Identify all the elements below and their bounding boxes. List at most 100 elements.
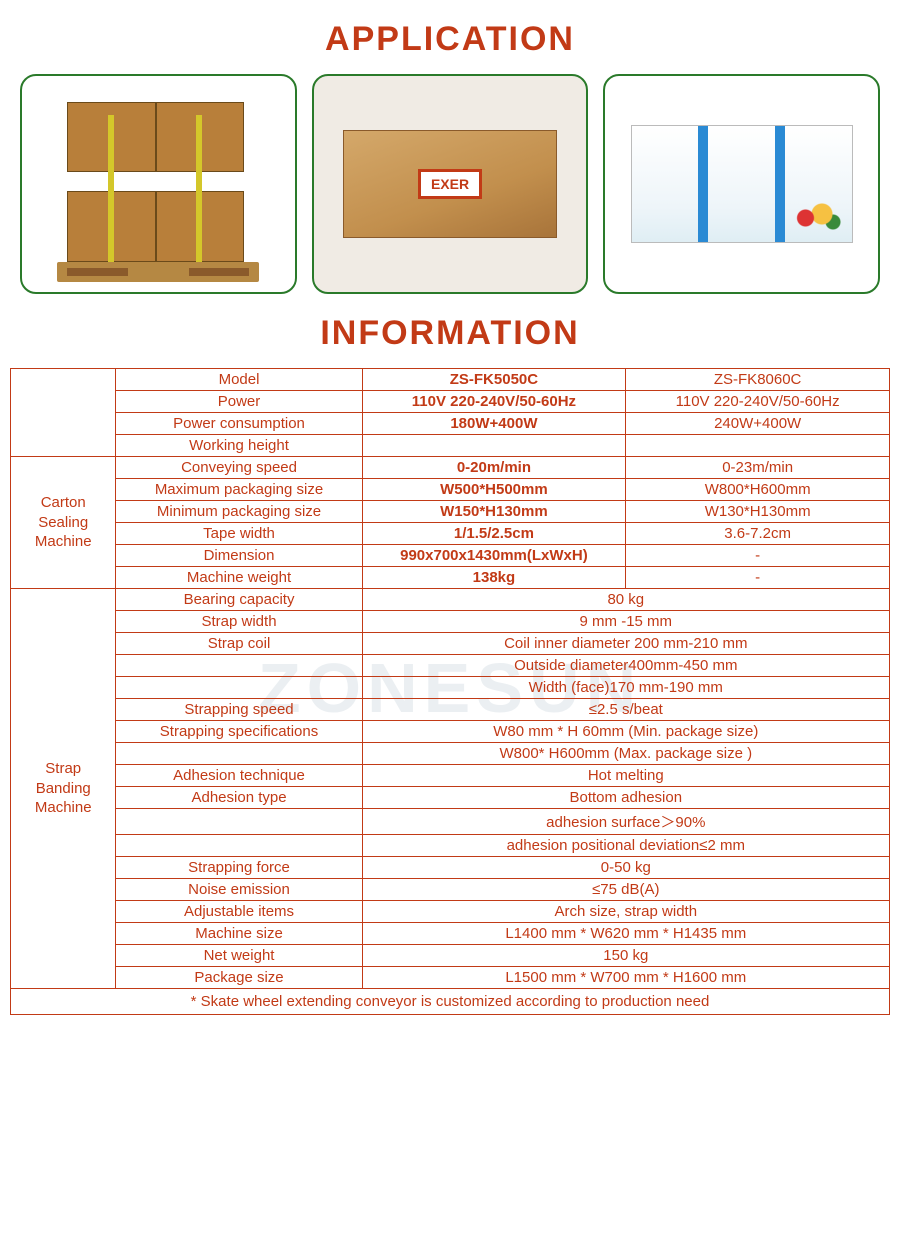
spec-value-col2: 240W+400W bbox=[626, 413, 890, 435]
table-row: Net weight150 kg bbox=[11, 945, 890, 967]
table-side-blank bbox=[11, 369, 116, 457]
spec-label: Conveying speed bbox=[116, 457, 362, 479]
pallet-illustration bbox=[32, 86, 285, 282]
table-row: Maximum packaging sizeW500*H500mmW800*H6… bbox=[11, 479, 890, 501]
information-section: ZONESUN ModelZS-FK5050CZS-FK8060CPower11… bbox=[0, 368, 900, 1035]
table-row: Machine weight138kg- bbox=[11, 567, 890, 589]
exer-label: EXER bbox=[418, 169, 482, 199]
spec-label bbox=[116, 835, 362, 857]
spec-label bbox=[116, 809, 362, 835]
application-card-exer: EXER bbox=[312, 74, 589, 294]
information-table: ModelZS-FK5050CZS-FK8060CPower110V 220-2… bbox=[10, 368, 890, 989]
spec-label: Tape width bbox=[116, 523, 362, 545]
spec-value-merged: Bottom adhesion bbox=[362, 787, 889, 809]
table-row: Tape width1/1.5/2.5cm3.6-7.2cm bbox=[11, 523, 890, 545]
spec-label bbox=[116, 677, 362, 699]
table-row: adhesion positional deviation≤2 mm bbox=[11, 835, 890, 857]
spec-value-col2: - bbox=[626, 567, 890, 589]
table-row: Power consumption180W+400W240W+400W bbox=[11, 413, 890, 435]
spec-value-merged: 150 kg bbox=[362, 945, 889, 967]
spec-value-col1: 138kg bbox=[362, 567, 626, 589]
spec-value-merged: adhesion surface＞90% bbox=[362, 809, 889, 835]
spec-value-col1: 1/1.5/2.5cm bbox=[362, 523, 626, 545]
spec-label: Adhesion technique bbox=[116, 765, 362, 787]
spec-label: Package size bbox=[116, 967, 362, 989]
spec-value-merged: 0-50 kg bbox=[362, 857, 889, 879]
spec-value-merged: 80 kg bbox=[362, 589, 889, 611]
table-row: Outside diameter400mm-450 mm bbox=[11, 655, 890, 677]
table-row: Strap width9 mm -15 mm bbox=[11, 611, 890, 633]
information-title: INFORMATION bbox=[0, 314, 900, 353]
spec-value-col1: 110V 220-240V/50-60Hz bbox=[362, 391, 626, 413]
spec-label: Machine size bbox=[116, 923, 362, 945]
spec-label: Strap width bbox=[116, 611, 362, 633]
spec-label: Working height bbox=[116, 435, 362, 457]
spec-label bbox=[116, 743, 362, 765]
table-row: Adhesion typeBottom adhesion bbox=[11, 787, 890, 809]
table-row: Strapping specificationsW80 mm * H 60mm … bbox=[11, 721, 890, 743]
spec-value-col2: 3.6-7.2cm bbox=[626, 523, 890, 545]
table-row: Package sizeL1500 mm * W700 mm * H1600 m… bbox=[11, 967, 890, 989]
spec-value-col2: 0-23m/min bbox=[626, 457, 890, 479]
spec-value-col1: 180W+400W bbox=[362, 413, 626, 435]
application-card-pallet bbox=[20, 74, 297, 294]
spec-value-col1: ZS-FK5050C bbox=[362, 369, 626, 391]
spec-label: Minimum packaging size bbox=[116, 501, 362, 523]
spec-label bbox=[116, 655, 362, 677]
spec-value-col2: W800*H600mm bbox=[626, 479, 890, 501]
table-row: Noise emission≤75 dB(A) bbox=[11, 879, 890, 901]
spec-label: Power bbox=[116, 391, 362, 413]
spec-value-col1: W500*H500mm bbox=[362, 479, 626, 501]
spec-label: Adjustable items bbox=[116, 901, 362, 923]
spec-value-merged: Arch size, strap width bbox=[362, 901, 889, 923]
spec-value-col1: W150*H130mm bbox=[362, 501, 626, 523]
table-row: Power110V 220-240V/50-60Hz110V 220-240V/… bbox=[11, 391, 890, 413]
spec-value-col2: 110V 220-240V/50-60Hz bbox=[626, 391, 890, 413]
spec-label: Bearing capacity bbox=[116, 589, 362, 611]
spec-value-merged: W800* H600mm (Max. package size ) bbox=[362, 743, 889, 765]
spec-value-merged: ≤2.5 s/beat bbox=[362, 699, 889, 721]
side-label-strap: StrapBandingMachine bbox=[11, 589, 116, 989]
spec-label: Adhesion type bbox=[116, 787, 362, 809]
spec-label: Dimension bbox=[116, 545, 362, 567]
spec-value-merged: Width (face)170 mm-190 mm bbox=[362, 677, 889, 699]
table-row: Strapping speed≤2.5 s/beat bbox=[11, 699, 890, 721]
table-row: W800* H600mm (Max. package size ) bbox=[11, 743, 890, 765]
side-label-carton: CartonSealingMachine bbox=[11, 457, 116, 589]
spec-value-merged: Outside diameter400mm-450 mm bbox=[362, 655, 889, 677]
table-row: Strap coilCoil inner diameter 200 mm-210… bbox=[11, 633, 890, 655]
spec-value-col2: - bbox=[626, 545, 890, 567]
spec-value-col1: 0-20m/min bbox=[362, 457, 626, 479]
spec-value-col1 bbox=[362, 435, 626, 457]
spec-value-col2: ZS-FK8060C bbox=[626, 369, 890, 391]
spec-value-col2: W130*H130mm bbox=[626, 501, 890, 523]
spec-label: Net weight bbox=[116, 945, 362, 967]
table-row: Machine sizeL1400 mm * W620 mm * H1435 m… bbox=[11, 923, 890, 945]
table-row: Adjustable itemsArch size, strap width bbox=[11, 901, 890, 923]
table-row: Dimension990x700x1430mm(LxWxH)- bbox=[11, 545, 890, 567]
spec-value-merged: 9 mm -15 mm bbox=[362, 611, 889, 633]
application-title: APPLICATION bbox=[0, 20, 900, 59]
white-box-illustration bbox=[631, 125, 853, 243]
spec-label: Machine weight bbox=[116, 567, 362, 589]
spec-label: Strap coil bbox=[116, 633, 362, 655]
spec-label: Power consumption bbox=[116, 413, 362, 435]
table-row: Minimum packaging sizeW150*H130mmW130*H1… bbox=[11, 501, 890, 523]
spec-value-col2 bbox=[626, 435, 890, 457]
spec-label: Strapping speed bbox=[116, 699, 362, 721]
spec-value-merged: Hot melting bbox=[362, 765, 889, 787]
table-row: StrapBandingMachineBearing capacity80 kg bbox=[11, 589, 890, 611]
spec-value-merged: ≤75 dB(A) bbox=[362, 879, 889, 901]
table-row: CartonSealingMachineConveying speed0-20m… bbox=[11, 457, 890, 479]
application-card-whitebox bbox=[603, 74, 880, 294]
page-root: APPLICATION EXER INFORMATION ZONESUN bbox=[0, 20, 900, 1035]
spec-value-col1: 990x700x1430mm(LxWxH) bbox=[362, 545, 626, 567]
spec-label: Model bbox=[116, 369, 362, 391]
table-row: adhesion surface＞90% bbox=[11, 809, 890, 835]
spec-value-merged: W80 mm * H 60mm (Min. package size) bbox=[362, 721, 889, 743]
spec-value-merged: L1400 mm * W620 mm * H1435 mm bbox=[362, 923, 889, 945]
table-row: Adhesion techniqueHot melting bbox=[11, 765, 890, 787]
table-row: ModelZS-FK5050CZS-FK8060C bbox=[11, 369, 890, 391]
table-row: Strapping force0-50 kg bbox=[11, 857, 890, 879]
table-row: Width (face)170 mm-190 mm bbox=[11, 677, 890, 699]
